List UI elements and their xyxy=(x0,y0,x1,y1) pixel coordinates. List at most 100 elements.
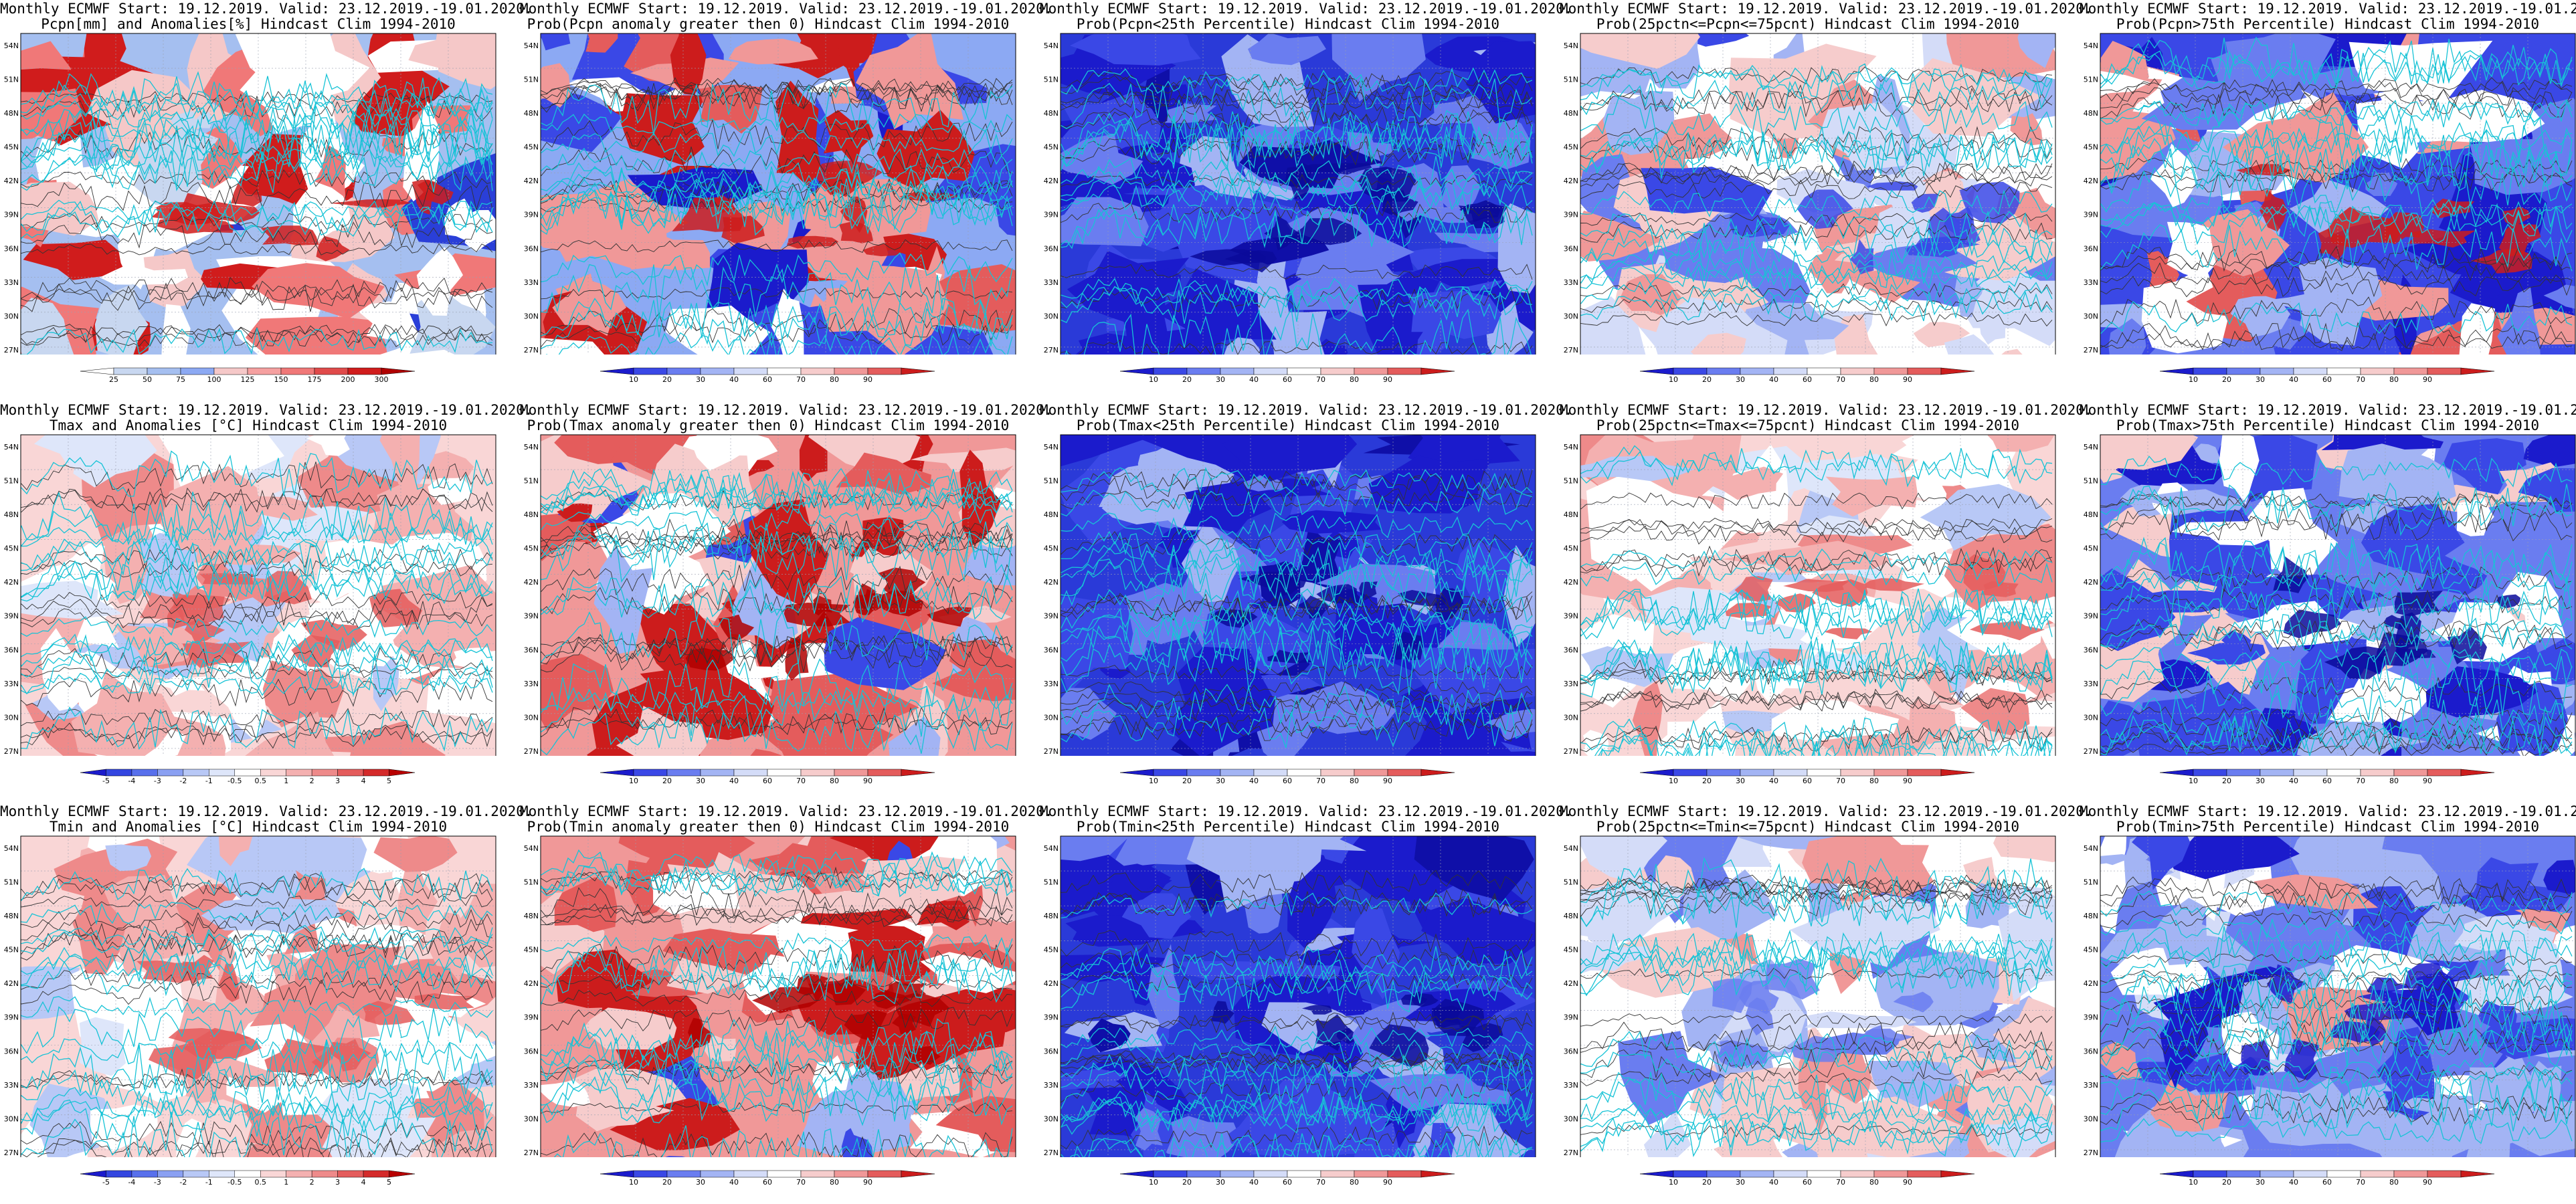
contour-line xyxy=(2100,87,2573,111)
coastline xyxy=(1580,131,2053,164)
panel-title-line1: Monthly ECMWF Start: 19.12.2019. Valid: … xyxy=(1560,1,2093,17)
contour-line xyxy=(21,182,493,211)
coastline xyxy=(1600,724,2053,756)
field-shade xyxy=(1580,836,1667,883)
colorbar-label: 70 xyxy=(796,1178,806,1187)
lat-tick-label: 45N xyxy=(2084,946,2098,955)
field-shade xyxy=(1771,699,1900,742)
lat-tick-label: 30N xyxy=(4,1114,19,1123)
contour-line xyxy=(21,597,493,628)
colorbar-segment xyxy=(1773,769,1808,777)
lat-tick-label: 30N xyxy=(1044,312,1059,320)
map-canvas: 5E10E15E20E25E30E35E40E45E50E55E54N51N48… xyxy=(2084,434,2576,756)
colorbar-segment xyxy=(1220,769,1255,777)
field-shade xyxy=(2100,70,2151,96)
panel-title: Monthly ECMWF Start: 19.12.2019. Valid: … xyxy=(0,1,533,32)
colorbar-label: -5 xyxy=(102,777,110,785)
coastline xyxy=(1580,67,2053,90)
coastline xyxy=(2100,166,2573,215)
colorbar-segment xyxy=(1387,1170,1422,1178)
coastline xyxy=(541,489,1013,510)
lat-tick-label: 39N xyxy=(524,612,539,621)
colorbar-label: 60 xyxy=(763,1178,772,1187)
colorbar-segment xyxy=(1706,1170,1741,1178)
coastline xyxy=(2100,692,2573,745)
lat-tick-label: 33N xyxy=(524,1081,539,1090)
panel-title: Monthly ECMWF Start: 19.12.2019. Valid: … xyxy=(1560,804,2093,835)
colorbar-segment xyxy=(2427,769,2462,777)
lat-tick-label: 33N xyxy=(1564,680,1578,688)
coastline xyxy=(1061,1069,1533,1092)
colorbar-arrow-left xyxy=(1639,367,1674,375)
colorbar-segment xyxy=(1907,1170,1942,1178)
panel-title-line1: Monthly ECMWF Start: 19.12.2019. Valid: … xyxy=(0,803,533,819)
colorbar-segment xyxy=(157,1170,184,1178)
colorbar-arrow-right xyxy=(2460,367,2495,375)
coastline xyxy=(21,633,493,668)
coastline xyxy=(1061,183,1533,215)
colorbar-segment xyxy=(1873,367,1908,375)
coastline xyxy=(1580,717,2053,755)
colorbar-arrow-right xyxy=(1940,1170,1975,1178)
field-core xyxy=(1905,238,1966,258)
lat-tick-label: 51N xyxy=(1564,878,1578,887)
colorbar-label: 80 xyxy=(1350,777,1359,785)
field-shade xyxy=(761,687,894,756)
lat-tick-label: 42N xyxy=(1564,177,1578,185)
contour-line xyxy=(541,586,1013,616)
contour-line xyxy=(21,324,493,336)
colorbar-segment xyxy=(867,769,902,777)
colorbar-label: 10 xyxy=(2189,375,2198,384)
lat-tick-label: 54N xyxy=(1044,41,1059,50)
colorbar-label: 90 xyxy=(2423,777,2432,785)
lat-tick-label: 30N xyxy=(1564,312,1578,320)
field-shade xyxy=(1318,338,1348,355)
coastline xyxy=(21,71,493,116)
contour-line xyxy=(2100,79,2573,94)
colorbar-label: 80 xyxy=(1350,375,1359,384)
field-shade xyxy=(2298,836,2381,884)
contour-line xyxy=(1061,286,1533,312)
panel-title-line1: Monthly ECMWF Start: 19.12.2019. Valid: … xyxy=(0,1,533,17)
colorbar-segment xyxy=(1907,769,1942,777)
field-core xyxy=(218,963,240,1002)
colorbar-label: 70 xyxy=(1316,777,1325,785)
contour-line xyxy=(541,643,1013,673)
contour-line xyxy=(21,916,493,946)
coastline xyxy=(1580,946,2053,995)
field-core xyxy=(685,647,735,671)
lat-tick-label: 48N xyxy=(2084,510,2098,519)
contour-line xyxy=(541,178,1013,201)
coastline xyxy=(2100,957,2573,989)
colorbar-segment xyxy=(2293,1170,2328,1178)
contour-line xyxy=(2100,296,2573,325)
coastline xyxy=(2100,1019,2573,1068)
colorbar-arrow-right xyxy=(1420,1170,1455,1178)
field-core xyxy=(1290,218,1362,245)
coastline xyxy=(2100,540,2573,584)
colorbar-label: 0.5 xyxy=(254,777,266,785)
contour-line xyxy=(1061,716,1533,742)
field-shade xyxy=(306,435,350,456)
coastline xyxy=(21,616,493,638)
colorbar-segment xyxy=(1287,769,1321,777)
coastline xyxy=(21,118,493,164)
coastline xyxy=(1061,1051,1533,1110)
contour-line xyxy=(21,243,493,256)
colorbar-label: 10 xyxy=(629,375,638,384)
lat-tick-label: 54N xyxy=(1564,844,1578,853)
colorbar-segment xyxy=(1253,769,1288,777)
colorbar-arrow-left xyxy=(600,769,634,777)
colorbar-label: 90 xyxy=(863,375,872,384)
lat-tick-label: 45N xyxy=(4,143,19,152)
coastline xyxy=(1061,622,1533,676)
field-shade xyxy=(541,33,571,51)
coastline xyxy=(1580,132,2053,173)
colorbar-arrow-left xyxy=(2159,367,2194,375)
colorbar-label: 70 xyxy=(2356,375,2365,384)
coastline xyxy=(1061,555,1533,602)
colorbar-label: 90 xyxy=(863,1178,872,1187)
colorbar-label: 80 xyxy=(1869,375,1879,384)
colorbar-label: -0.5 xyxy=(227,777,242,785)
lat-tick-label: 27N xyxy=(524,346,539,355)
